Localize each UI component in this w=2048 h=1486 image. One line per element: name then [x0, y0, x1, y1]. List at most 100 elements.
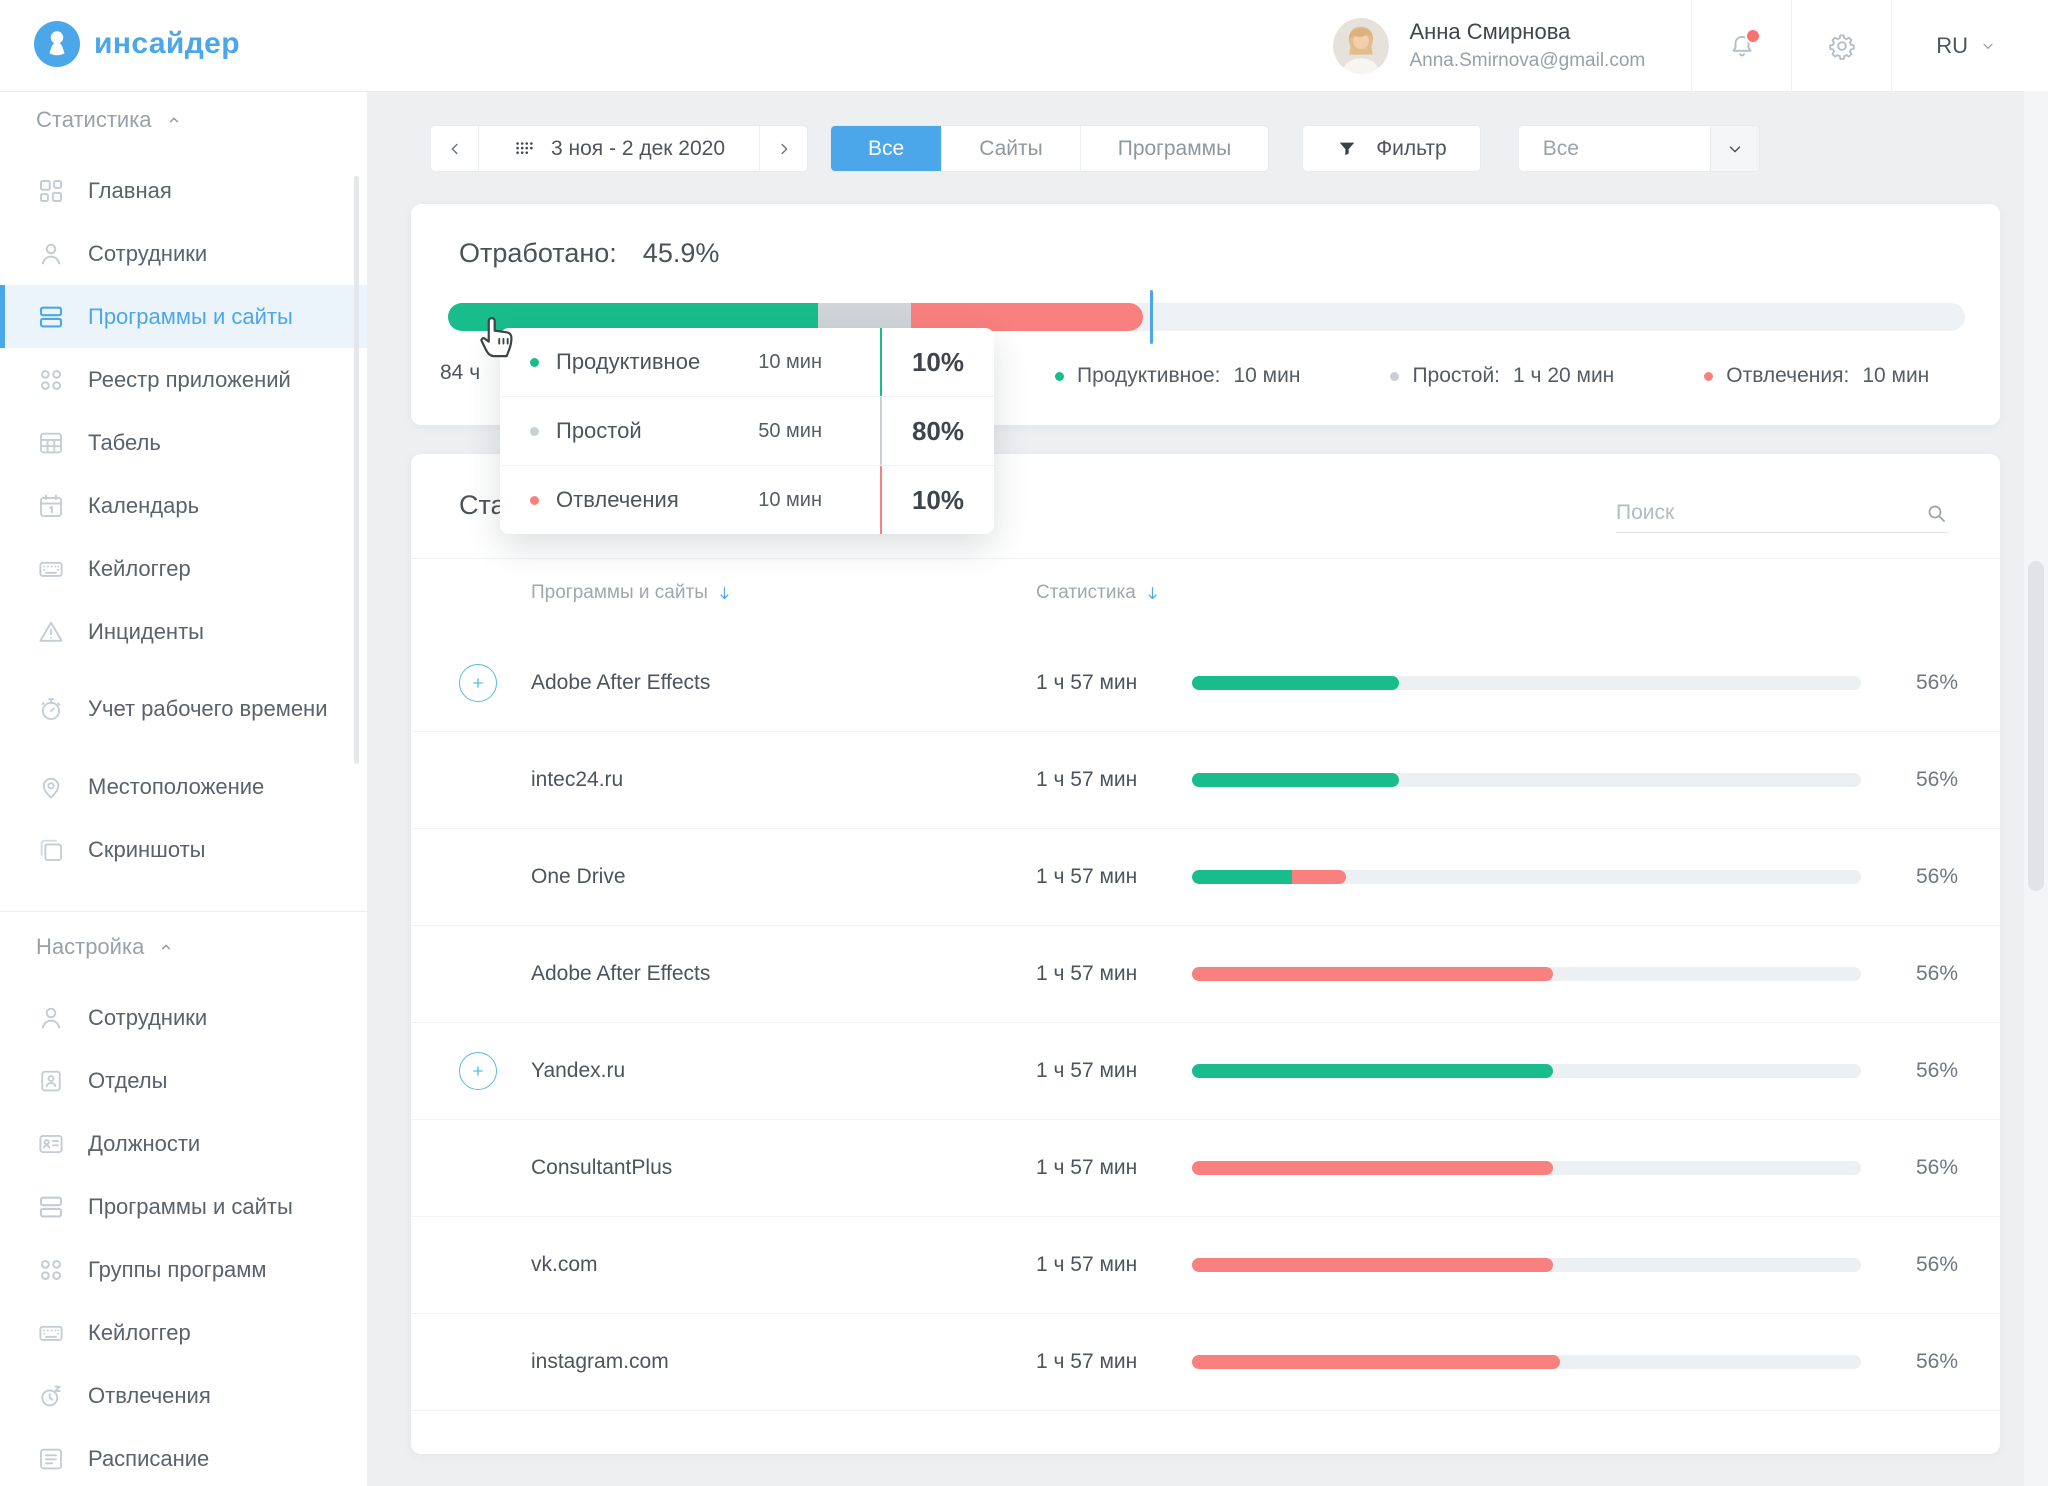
sidebar-item[interactable]: Программы и сайты — [0, 285, 367, 348]
sidebar-section-statistics[interactable]: Статистика — [0, 91, 367, 159]
row-percent: 56% — [1915, 671, 1958, 694]
employees-icon — [36, 239, 66, 269]
divider — [1891, 0, 1893, 91]
user-menu[interactable]: Анна Смирнова Anna.Smirnova@gmail.com — [1333, 17, 1691, 74]
page-scrollbar[interactable] — [2024, 91, 2048, 1486]
sidebar-item[interactable]: Должности — [0, 1112, 367, 1175]
sidebar-item-label: Местоположение — [88, 773, 265, 799]
tab[interactable]: Сайты — [941, 126, 1080, 171]
table-row[interactable]: ConsultantPlus 1 ч 57 мин 56% — [411, 1120, 2000, 1217]
tooltip-divider — [880, 397, 882, 465]
sidebar-item[interactable]: Табель — [0, 411, 367, 474]
employees-icon — [36, 1003, 66, 1033]
filter-button[interactable]: Фильтр — [1302, 125, 1481, 172]
filter-label: Фильтр — [1376, 136, 1447, 160]
summary-bar-zone — [448, 290, 1965, 344]
sidebar-item[interactable]: Группы программ — [0, 1238, 367, 1301]
avatar — [1333, 17, 1390, 74]
search-input[interactable]: Поиск — [1616, 494, 1948, 533]
summary-bar-marker — [1150, 290, 1154, 344]
sidebar-item[interactable]: Сотрудники — [0, 222, 367, 285]
sidebar: Статистика Главная Сотрудники Про — [0, 91, 367, 1486]
table-row[interactable]: One Drive 1 ч 57 мин 56% — [411, 829, 2000, 926]
table-row[interactable]: Adobe After Effects 1 ч 57 мин 56% — [411, 926, 2000, 1023]
row-name: instagram.com — [531, 1350, 669, 1373]
departments-icon — [36, 1066, 66, 1096]
expand-button[interactable] — [459, 664, 497, 702]
summary-bar-segment — [910, 303, 1143, 331]
legend-item: Отвлечения: 10 мин — [1704, 364, 1929, 388]
sidebar-item[interactable]: Кейлоггер — [0, 537, 367, 600]
bell-icon — [1727, 27, 1761, 61]
usage-bar-segment — [1292, 870, 1346, 884]
tooltip-row: Отвлечения 10 мин 10% — [500, 465, 994, 534]
row-time: 1 ч 57 мин — [1036, 1059, 1138, 1082]
usage-bar — [1192, 1064, 1861, 1078]
row-percent: 56% — [1915, 768, 1958, 791]
calendar-grid-icon — [513, 138, 535, 160]
sidebar-item[interactable]: Местоположение — [0, 755, 367, 818]
legend-dot — [1704, 371, 1714, 381]
chevron-up-icon — [166, 112, 182, 128]
expand-button[interactable] — [459, 1052, 497, 1090]
sidebar-item[interactable]: Главная — [0, 159, 367, 222]
next-period-button[interactable] — [760, 126, 807, 171]
tooltip-label: Простой — [556, 418, 642, 443]
keylogger-icon — [36, 554, 66, 584]
chevron-down-icon[interactable] — [1709, 126, 1759, 171]
sidebar-item[interactable]: Кейлоггер — [0, 1301, 367, 1364]
table-row[interactable]: Yandex.ru 1 ч 57 мин 56% — [411, 1023, 2000, 1120]
row-name: intec24.ru — [531, 768, 624, 791]
date-range-button[interactable]: 3 ноя - 2 дек 2020 — [478, 126, 761, 171]
tab[interactable]: Программы — [1079, 126, 1268, 171]
language-selector[interactable]: RU — [1892, 33, 2048, 59]
sidebar-scrollbar[interactable] — [354, 176, 359, 764]
summary-progress-bar[interactable] — [448, 303, 1965, 331]
sidebar-item[interactable]: Сотрудники — [0, 986, 367, 1049]
legend-value: 10 мин — [1862, 364, 1930, 387]
sidebar-item[interactable]: Отвлечения — [0, 1364, 367, 1427]
column-header-programs[interactable]: Программы и сайты — [531, 582, 732, 604]
brand-logo[interactable]: инсайдер — [34, 21, 240, 67]
notifications-button[interactable] — [1692, 0, 1791, 91]
scope-select[interactable]: Все — [1517, 125, 1760, 172]
summary-bar-segment — [448, 303, 819, 331]
sidebar-section-settings[interactable]: Настройка — [0, 912, 367, 986]
tooltip-value: 10 мин — [758, 350, 822, 373]
sidebar-nav-settings: Сотрудники Отделы Должности Программы и … — [0, 986, 367, 1486]
sidebar-item[interactable]: Скриншоты — [0, 818, 367, 881]
page-scrollbar-thumb[interactable] — [2028, 561, 2044, 891]
settings-button[interactable] — [1792, 0, 1891, 91]
user-email: Anna.Smirnova@gmail.com — [1409, 50, 1646, 71]
sidebar-item[interactable]: Календарь — [0, 474, 367, 537]
sidebar-item[interactable]: Учет рабочего времени — [0, 663, 367, 755]
usage-bar-segment — [1192, 1064, 1554, 1078]
usage-bar — [1192, 1161, 1861, 1175]
tooltip-row: Продуктивное 10 мин 10% — [500, 328, 994, 396]
prev-period-button[interactable] — [431, 126, 478, 171]
apps-registry-icon — [36, 365, 66, 395]
search-icon[interactable] — [1924, 501, 1948, 525]
sidebar-item[interactable]: Реестр приложений — [0, 348, 367, 411]
bar-tooltip: Продуктивное 10 мин 10% Простой 50 мин 8… — [500, 328, 994, 534]
usage-bar-segment — [1192, 1258, 1554, 1272]
tooltip-value: 10 мин — [758, 488, 822, 511]
table-row[interactable]: instagram.com 1 ч 57 мин 56% — [411, 1314, 2000, 1411]
usage-bar — [1192, 1258, 1861, 1272]
sidebar-item-label: Кейлоггер — [88, 555, 191, 581]
sidebar-item[interactable]: Инциденты — [0, 600, 367, 663]
table-row[interactable]: vk.com 1 ч 57 мин 56% — [411, 1217, 2000, 1314]
table-row[interactable]: intec24.ru 1 ч 57 мин 56% — [411, 732, 2000, 829]
table-row[interactable]: Adobe After Effects 1 ч 57 мин 56% — [411, 635, 2000, 732]
sidebar-item[interactable]: Программы и сайты — [0, 1175, 367, 1238]
sidebar-item[interactable]: Отделы — [0, 1049, 367, 1112]
date-range-value: 3 ноя - 2 дек 2020 — [551, 136, 726, 160]
tooltip-label: Отвлечения — [556, 487, 679, 512]
tooltip-divider — [880, 466, 882, 534]
tab-label: Все — [868, 136, 905, 160]
row-name: One Drive — [531, 865, 626, 888]
sidebar-item[interactable]: Расписание — [0, 1427, 367, 1486]
row-time: 1 ч 57 мин — [1036, 768, 1138, 791]
tab[interactable]: Все — [831, 126, 942, 171]
column-header-statistics[interactable]: Статистика — [1036, 582, 1160, 604]
